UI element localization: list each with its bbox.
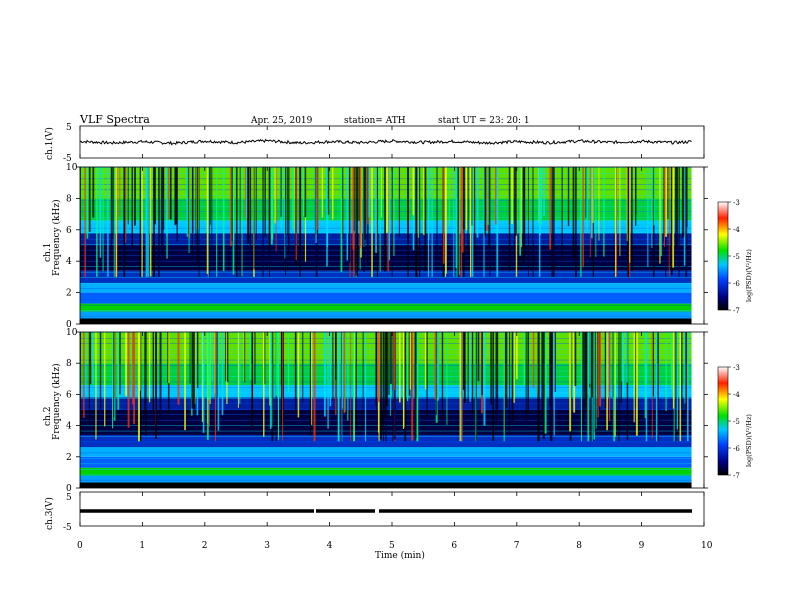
ch2-spec-ylabel-line1: ch.2 [43, 407, 53, 426]
spectrogram-band [80, 467, 692, 476]
ch1-spectrogram-panel: ch.1 Frequency (kHz) 0 2 4 6 8 10 [43, 163, 708, 330]
ytick-label: 0 [66, 320, 72, 330]
spectrogram-low-strip [80, 318, 692, 324]
spectrogram-band [80, 311, 692, 320]
ch3-waveform-frame [79, 491, 705, 527]
colorbar-label: log(PSD)(V²/Hz) [745, 414, 753, 467]
colorbar-tick-label: -6 [733, 445, 740, 453]
colorbar-tick-label: -5 [733, 253, 740, 261]
ch3-trace-gap [375, 508, 379, 514]
colorbar-gradient [717, 201, 729, 311]
ytick-label: 10 [66, 328, 78, 338]
xtick-label: 10 [701, 541, 713, 551]
ytick-label: 0 [66, 484, 72, 494]
xtick-label: 0 [77, 541, 83, 551]
spectrogram-band [80, 270, 692, 284]
ytick-label: 8 [66, 359, 72, 369]
ytick-label: 2 [66, 289, 72, 299]
ch1-ylabel: ch.1(V) [44, 127, 55, 160]
colorbar-tick-label: -7 [733, 307, 740, 315]
ch1-colorbar: -3 -4 -5 -6 -7 log(PSD)(V²/Hz) [717, 199, 753, 315]
spectrogram-band [80, 475, 692, 484]
colorbar-tick-label: -3 [733, 199, 740, 207]
spectrogram-band [80, 283, 692, 293]
colorbar-tick-label: -6 [733, 280, 740, 288]
colorbar-tick-label: -5 [733, 418, 740, 426]
xtick-label: 4 [327, 541, 333, 551]
ytick-label: 4 [66, 257, 72, 267]
ch3-ylabel: ch.3(V) [44, 497, 55, 530]
colorbar-label: log(PSD)(V²/Hz) [745, 249, 753, 302]
ytick-label: 10 [66, 163, 78, 173]
colorbar-tick-label: -4 [733, 226, 740, 234]
spectrogram-band [80, 456, 692, 468]
figure-title: VLF Spectra [79, 113, 150, 126]
colorbar-tick-label: -4 [733, 391, 740, 399]
date-label: Apr. 25, 2019 [250, 116, 313, 126]
colorbar-tick-label: -7 [733, 472, 740, 480]
ytick-label: 4 [66, 422, 72, 432]
x-axis-label: Time (min) [375, 550, 425, 561]
xtick-label: 2 [202, 541, 208, 551]
ytick-label: 8 [66, 194, 72, 204]
spectrogram-band [80, 292, 692, 304]
ytick-label: 6 [66, 226, 72, 236]
ch1-ytick-bottom: -5 [63, 154, 72, 164]
ytick-label: 6 [66, 390, 72, 400]
ch1-spec-ylabel-line2: Frequency (kHz) [51, 199, 62, 276]
ch3-ytick-top: 5 [66, 493, 72, 503]
xtick-label: 9 [639, 541, 645, 551]
ch1-spec-ylabel-line1: ch.1 [43, 243, 53, 262]
xtick-label: 7 [514, 541, 520, 551]
ch3-trace-gap [314, 509, 316, 513]
xtick-label: 1 [139, 541, 145, 551]
ch2-spec-ylabel-line2: Frequency (kHz) [51, 363, 62, 440]
station-label: station= ATH [344, 116, 406, 126]
start-time-label: start UT = 23: 20: 1 [438, 116, 530, 126]
xtick-label: 8 [576, 541, 582, 551]
spectrogram-band [80, 303, 692, 312]
xtick-label: 6 [451, 541, 457, 551]
xtick-label: 5 [389, 541, 395, 551]
ch3-ytick-bottom: -5 [63, 523, 72, 533]
ch3-waveform-panel: 5 -5 ch.3(V) [44, 491, 705, 533]
ytick-label: 2 [66, 453, 72, 463]
ch2-spectrogram-panel: ch.2 Frequency (kHz) 0 2 4 6 8 10 [43, 328, 708, 494]
spectrogram-band [80, 447, 692, 457]
xtick-label: 3 [264, 541, 270, 551]
ch2-colorbar: -3 -4 -5 -6 -7 log(PSD)(V²/Hz) [717, 364, 753, 480]
ch1-trace-line [79, 138, 692, 146]
colorbar-gradient [717, 366, 729, 476]
ch1-waveform-panel: 5 -5 ch.1(V) [44, 123, 705, 164]
spectrogram-low-strip [80, 482, 692, 488]
ch1-ytick-top: 5 [66, 123, 72, 133]
colorbar-tick-label: -3 [733, 364, 740, 372]
x-axis: 0 1 2 3 4 5 6 7 8 9 10 [77, 126, 713, 551]
